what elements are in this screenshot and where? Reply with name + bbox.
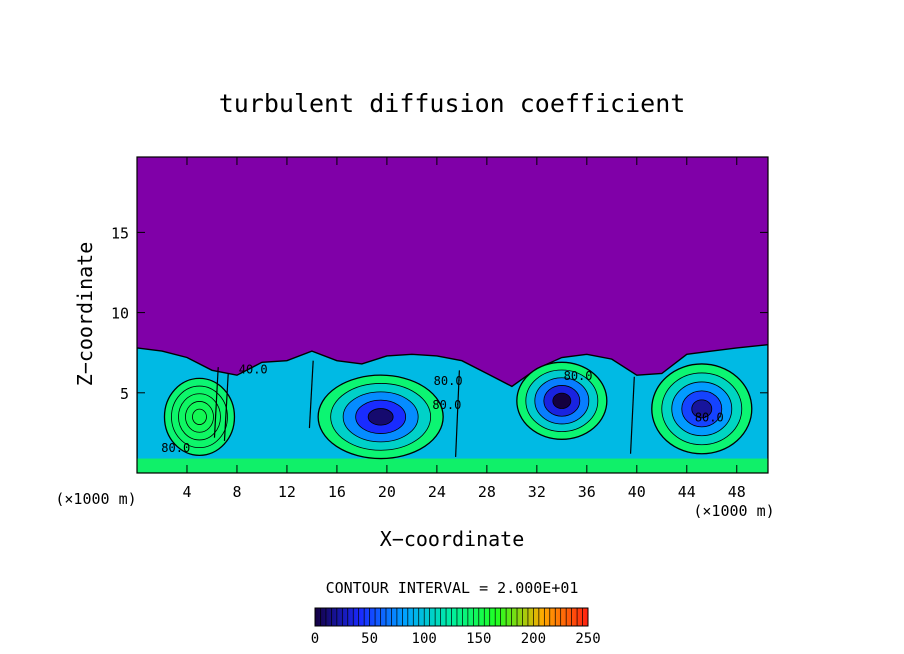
eddy-contour [367,408,394,426]
chart-title: turbulent diffusion coefficient [219,89,686,118]
colorbar-ticks: 0 50 100 150 200 250 [311,631,601,647]
boundary-layer [137,343,768,473]
x-tick-label: 28 [478,483,496,501]
x-tick-label: 4 [182,483,191,501]
x-axis: 4 8 12 16 20 24 28 32 36 40 44 48 [182,157,746,501]
surface-band [137,458,768,473]
y-tick-label: 15 [111,224,129,242]
contour-label: 80.0 [564,369,593,383]
contour-filament [455,370,460,457]
x-tick-label: 44 [678,483,696,501]
x-tick-label: 20 [378,483,396,501]
contour-label: 40.0 [239,363,268,377]
x-unit-right: (×1000 m) [693,502,774,520]
x-tick-label: 48 [728,483,746,501]
colorbar-tick-label: 50 [361,631,378,647]
eddy [516,361,608,440]
contour-label: 80.0 [432,398,461,412]
eddy-contour [192,408,207,425]
contour-label: 80.0 [161,441,190,455]
x-tick-label: 12 [278,483,296,501]
x-tick-label: 32 [528,483,546,501]
contour-filament [308,360,314,429]
x-tick-label: 40 [628,483,646,501]
y-axis-title: Z−coordinate [73,242,97,387]
colorbar-tick-label: 200 [521,631,546,647]
eddy [317,374,444,460]
y-axis: 5 10 15 [111,224,768,403]
colorbar-tick-label: 0 [311,631,319,647]
colorbar-tick-label: 250 [575,631,600,647]
colorbar-frame [314,607,589,627]
x-tick-label: 24 [428,483,446,501]
contour-label: 80.0 [695,411,724,425]
colorbar-tick-label: 150 [466,631,491,647]
x-unit-left: (×1000 m) [55,490,136,508]
colorbar [314,607,589,627]
contour-label: 80.0 [434,374,463,388]
contour-filament [213,367,219,438]
contour-interval-label: CONTOUR INTERVAL = 2.000E+01 [326,579,579,597]
x-tick-label: 16 [328,483,346,501]
colorbar-tick-label: 100 [412,631,437,647]
x-axis-title: X−coordinate [380,527,525,551]
y-tick-label: 10 [111,305,129,323]
eddy [651,363,753,455]
plot-frame [136,156,769,474]
eddy-contour [552,392,572,409]
y-tick-label: 5 [120,385,129,403]
x-tick-label: 8 [232,483,241,501]
eddy-contour [691,399,713,419]
contour-filament [629,376,635,454]
x-tick-label: 36 [578,483,596,501]
contour-filament [223,373,229,441]
plot-area: 40.0 80.0 80.0 80.0 80.0 80.0 [137,157,768,473]
